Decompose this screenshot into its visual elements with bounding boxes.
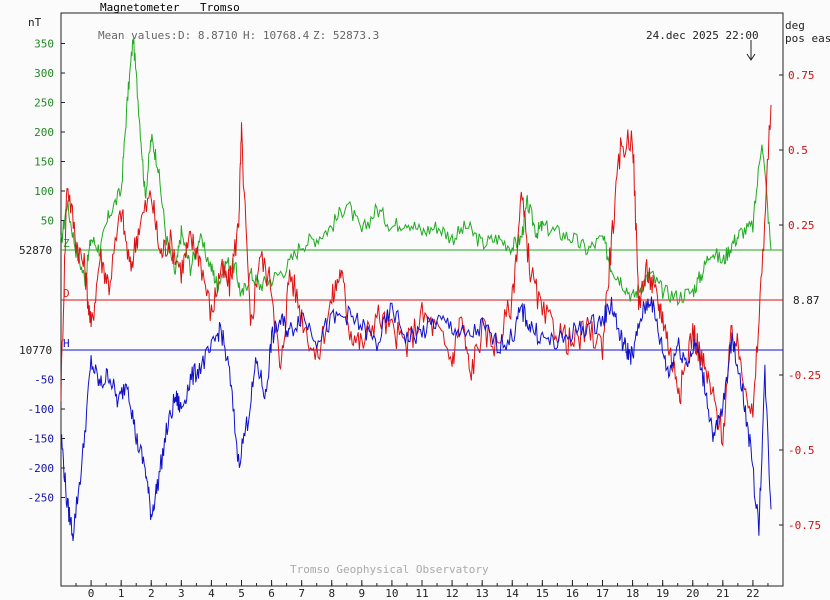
series-layer — [60, 37, 772, 542]
right-tick-label: -0.25 — [788, 369, 821, 382]
z-tag: Z — [63, 237, 70, 250]
x-tick-label: 9 — [359, 587, 366, 600]
d-baseline-value: 8.87 — [793, 294, 820, 307]
h-tag: H — [63, 337, 70, 350]
left-tick-label: -200 — [28, 462, 55, 475]
x-tick-label: 12 — [445, 587, 458, 600]
x-tick-label: 4 — [208, 587, 215, 600]
x-tick-label: 18 — [626, 587, 639, 600]
x-tick-label: 19 — [656, 587, 669, 600]
left-tick-label: 300 — [34, 67, 54, 80]
mean-z: Z: 52873.3 — [313, 29, 379, 42]
left-tick-label: -250 — [28, 492, 55, 505]
left-tick-label: -100 — [28, 403, 55, 416]
x-tick-label: 20 — [686, 587, 699, 600]
instrument-title: Magnetometer — [100, 1, 180, 14]
right-tick-label: 0.25 — [788, 219, 815, 232]
station-title: Tromso — [200, 1, 240, 14]
x-tick-label: 15 — [536, 587, 549, 600]
x-tick-label: 6 — [268, 587, 275, 600]
x-tick-label: 10 — [385, 587, 398, 600]
right-tick-label: -0.75 — [788, 519, 821, 532]
timestamp: 24.dec 2025 22:00 — [646, 29, 759, 42]
x-axis-ticks: 0 1 2 3 4 5 6 7 8 9 10 11 12 13 14 15 16 17 18 19 20 21 22 — [60, 580, 784, 600]
left-unit-label: nT — [28, 16, 42, 29]
left-tick-label: 200 — [34, 126, 54, 139]
right-unit-label-1: deg — [785, 19, 805, 32]
x-tick-label: 3 — [178, 587, 185, 600]
series-d-line — [60, 104, 772, 447]
x-tick-label: 7 — [298, 587, 305, 600]
x-tick-label: 0 — [88, 587, 95, 600]
left-tick-label: 350 — [34, 38, 54, 51]
x-tick-label: 17 — [596, 587, 609, 600]
arrow-down-icon — [746, 40, 756, 61]
right-tick-label: 0.5 — [788, 144, 808, 157]
left-tick-label: 250 — [34, 97, 54, 110]
series-h-line — [60, 296, 772, 542]
right-tick-label: -0.5 — [788, 444, 815, 457]
footer-credit: Tromso Geophysical Observatory — [290, 563, 489, 576]
left-axis-ticks: 350 300 250 200 150 100 50 -50 -100 -150 -200 -250 — [28, 38, 65, 505]
x-tick-label: 8 — [328, 587, 335, 600]
series-z-line — [60, 37, 772, 307]
mean-label: Mean values: — [98, 29, 177, 42]
left-tick-label: 50 — [41, 215, 54, 228]
left-tick-label: 100 — [34, 185, 54, 198]
right-tick-label: 0.75 — [788, 69, 815, 82]
left-tick-label: -150 — [28, 433, 55, 446]
h-baseline-value: 10770 — [19, 344, 52, 357]
left-tick-label: -50 — [34, 374, 54, 387]
right-unit-label-2: pos east — [785, 32, 830, 45]
x-tick-label: 2 — [148, 587, 155, 600]
right-axis-ticks: 0.75 0.5 0.25 -0.25 -0.5 -0.75 — [779, 69, 821, 532]
x-tick-label: 1 — [118, 587, 125, 600]
x-tick-label: 5 — [238, 587, 245, 600]
x-tick-label: 21 — [716, 587, 729, 600]
left-tick-label: 150 — [34, 156, 54, 169]
x-tick-label: 11 — [415, 587, 428, 600]
x-tick-label: 22 — [746, 587, 759, 600]
x-tick-label: 14 — [506, 587, 520, 600]
mean-h: H: 10768.4 — [243, 29, 310, 42]
x-tick-label: 16 — [566, 587, 579, 600]
d-tag: D — [63, 287, 70, 300]
mean-d: D: 8.8710 — [178, 29, 238, 42]
z-baseline-value: 52870 — [19, 244, 52, 257]
x-tick-label: 13 — [476, 587, 489, 600]
